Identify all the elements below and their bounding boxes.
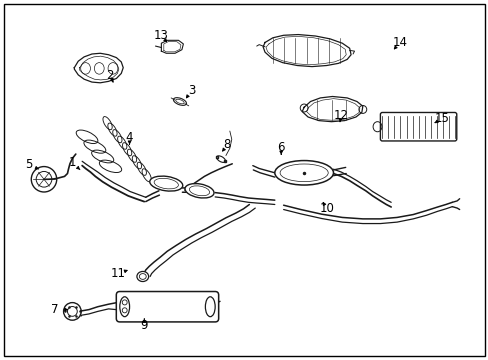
Text: 15: 15 [434, 112, 449, 125]
Text: 12: 12 [333, 109, 348, 122]
Text: 8: 8 [223, 138, 231, 151]
Ellipse shape [137, 271, 148, 282]
Circle shape [63, 303, 81, 320]
Text: 11: 11 [111, 267, 125, 280]
Text: 13: 13 [154, 29, 168, 42]
Ellipse shape [216, 156, 225, 162]
Ellipse shape [205, 297, 215, 317]
Text: 10: 10 [319, 202, 333, 215]
Text: 2: 2 [106, 69, 114, 82]
Text: 7: 7 [51, 303, 59, 316]
Text: 6: 6 [277, 141, 285, 154]
Text: 3: 3 [187, 84, 195, 97]
Text: 14: 14 [392, 36, 407, 49]
Ellipse shape [149, 176, 183, 191]
Text: 5: 5 [24, 158, 32, 171]
Text: 1: 1 [68, 156, 76, 169]
Ellipse shape [120, 297, 129, 317]
Ellipse shape [274, 161, 333, 185]
Text: 4: 4 [125, 131, 133, 144]
FancyBboxPatch shape [116, 292, 218, 322]
Text: 9: 9 [140, 319, 148, 332]
Ellipse shape [184, 184, 214, 198]
